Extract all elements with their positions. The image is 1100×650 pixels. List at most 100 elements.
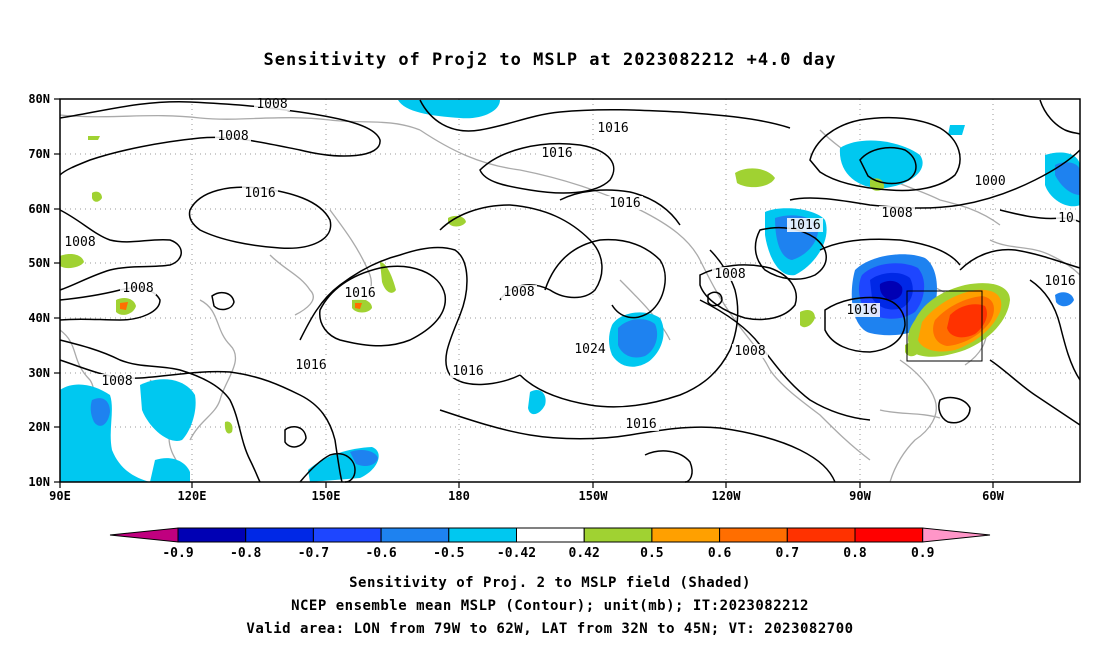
contour-label: 1016	[609, 196, 640, 211]
lon-tick-label: 180	[448, 489, 470, 503]
lon-tick-label: 90E	[49, 489, 71, 503]
footer-line-1: Sensitivity of Proj. 2 to MSLP field (Sh…	[349, 575, 751, 591]
contour-label: 1008	[101, 374, 132, 389]
lon-tick-label: 90W	[849, 489, 871, 503]
contour-label-bg	[293, 358, 329, 372]
lat-tick-label: 40N	[28, 311, 50, 325]
contour-label-bg	[450, 364, 486, 378]
contour-label: 1016	[452, 364, 483, 379]
contour-label: 1008	[217, 129, 248, 144]
lon-tick-label: 60W	[982, 489, 1004, 503]
colorbar-label: -0.42	[497, 546, 536, 561]
colorbar-label: 0.7	[776, 546, 799, 561]
colorbar-segment	[583, 527, 653, 543]
contour-label-bg	[120, 281, 156, 295]
lon-tick-label: 120W	[712, 489, 742, 503]
lat-tick-label: 60N	[28, 202, 50, 216]
contour-label-bg	[539, 146, 575, 160]
contour-label-bg	[712, 267, 748, 281]
contour-label-bg	[787, 218, 823, 232]
colorbar-segment	[516, 527, 585, 543]
contour-label-bg	[501, 285, 537, 299]
lat-tick-label: 20N	[28, 420, 50, 434]
contour-label-bg	[879, 206, 915, 220]
map-frame	[59, 98, 1081, 483]
contour-label-bg	[342, 286, 378, 300]
colorbar-label: -0.7	[298, 546, 329, 561]
contour-label: 1016	[597, 121, 628, 136]
colorbar-segment	[312, 527, 382, 543]
colorbar-segment	[651, 527, 721, 543]
colorbar-right-arrow	[922, 527, 991, 543]
contour-label-bg	[844, 303, 880, 317]
colorbar-segment	[177, 527, 247, 543]
contour-label-bg	[62, 235, 98, 249]
colorbar-left-arrow	[109, 527, 179, 543]
colorbar-label: -0.9	[162, 546, 193, 561]
footer-line-2: NCEP ensemble mean MSLP (Contour); unit(…	[291, 598, 809, 614]
colorbar-label: 0.5	[640, 546, 663, 561]
contour-label-bg	[623, 417, 659, 431]
contour-labels: 1008 1008 1016 1008 1016 1016 1000 1008 1016 1008…	[62, 97, 1078, 432]
contour-label-bg	[732, 344, 768, 358]
contour-label-bg	[607, 196, 643, 210]
lat-tick-label: 50N	[28, 256, 50, 270]
contour-label-bg	[254, 97, 290, 111]
contour-label: 1008	[881, 206, 912, 221]
contour-label: 1008	[122, 281, 153, 296]
contour-label: 1016	[789, 218, 820, 233]
lat-tick-label: 30N	[28, 366, 50, 380]
colorbar-segment	[448, 527, 517, 543]
contour-label: 1008	[714, 267, 745, 282]
contour-label-bg	[242, 186, 278, 200]
contour-label: 1008	[256, 97, 287, 112]
colorbar-label: -0.5	[433, 546, 464, 561]
colorbar-label: 0.42	[569, 546, 600, 561]
contour-label: 1016	[295, 358, 326, 373]
mslp-contours	[59, 99, 1081, 483]
contour-label: 1016	[625, 417, 656, 432]
contour-label: 1016	[244, 186, 275, 201]
colorbar-label: 0.6	[708, 546, 732, 561]
footer-line-3: Valid area: LON from 79W to 62W, LAT fro…	[246, 621, 854, 637]
contour-label: 1016	[541, 146, 572, 161]
contour-label: 1000	[974, 174, 1005, 189]
contour-label: 10	[1058, 211, 1074, 226]
contour-label-bg	[99, 374, 135, 388]
chart-title: Sensitivity of Proj2 to MSLP at 20230822…	[263, 50, 837, 70]
lon-tick-label: 150W	[579, 489, 609, 503]
colorbar: -0.9 -0.8 -0.7 -0.6 -0.5 -0.42 0.42 0.5 0.6 0.7 0.…	[109, 527, 991, 561]
contour-label: 1016	[1044, 274, 1075, 289]
contour-label: 1008	[64, 235, 95, 250]
colorbar-label: 0.8	[843, 546, 867, 561]
colorbar-segment	[380, 527, 450, 543]
lon-tick-labels: 90E 120E 150E 180 150W 120W 90W 60W	[49, 489, 1004, 503]
valid-area-box	[906, 290, 983, 362]
tick-marks	[54, 98, 994, 488]
lat-tick-label: 10N	[28, 475, 50, 489]
colorbar-label: -0.8	[230, 546, 261, 561]
colorbar-segment	[854, 527, 924, 543]
lon-tick-label: 150E	[312, 489, 341, 503]
contour-label: 1008	[734, 344, 765, 359]
contour-label-bg	[972, 174, 1008, 188]
contour-label: 1016	[846, 303, 877, 318]
contour-label-bg	[1042, 274, 1078, 288]
contour-label-bg	[572, 342, 608, 356]
colorbar-segment	[245, 527, 314, 543]
lon-tick-label: 120E	[178, 489, 207, 503]
contour-label-bg	[1056, 211, 1076, 225]
contour-label-bg	[215, 129, 251, 143]
colorbar-segment	[786, 527, 856, 543]
lat-tick-label: 80N	[28, 92, 50, 106]
colorbar-label: 0.9	[911, 546, 934, 561]
contour-label-bg	[595, 121, 631, 135]
colorbar-label: -0.6	[365, 546, 396, 561]
contour-label: 1008	[503, 285, 534, 300]
contour-label: 1016	[344, 286, 375, 301]
lat-tick-labels: 80N 70N 60N 50N 40N 30N 20N 10N	[28, 92, 50, 489]
colorbar-segment	[719, 527, 788, 543]
contour-label: 1024	[574, 342, 605, 357]
lat-tick-label: 70N	[28, 147, 50, 161]
